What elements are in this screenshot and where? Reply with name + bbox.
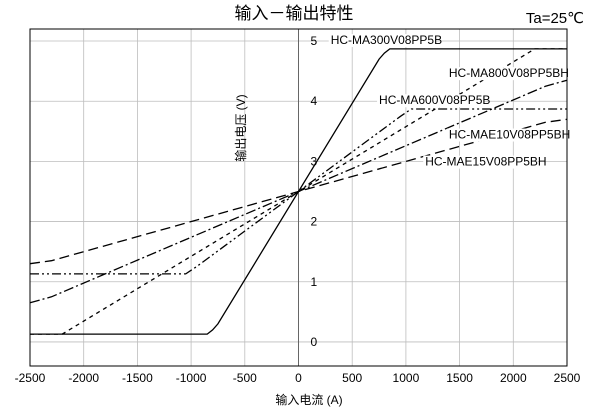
series-line [29, 118, 568, 265]
x-tick-label: 0 [295, 371, 302, 385]
series-label: HC-MA800V08PP5BH [449, 66, 569, 80]
series-label-bg [423, 155, 538, 169]
series-labels: HC-MA300V08PP5B HC-MA800V08PP5BH HC-MA600V… [328, 33, 570, 169]
y-tick-label: 4 [311, 94, 318, 108]
y-axis-label: 输出电压 (V) [233, 94, 248, 161]
x-tick-label: 2500 [554, 371, 581, 385]
y-tick-label: 0 [311, 335, 318, 349]
y-tick-labels: 0 1 2 3 4 5 [311, 34, 318, 349]
series-label: HC-MAE15V08PP5BH [425, 155, 546, 169]
series-label-bg [328, 34, 437, 48]
chart-title: 输入－输出特性 [235, 4, 354, 23]
x-tick-labels: -2500 -2000 -1500 -1000 -500 0 500 1000 1500 2000… [15, 371, 581, 385]
x-tick-label: -1500 [122, 371, 153, 385]
x-tick-label: 2000 [500, 371, 527, 385]
x-tick-label: -2000 [68, 371, 99, 385]
plot-frame [29, 28, 568, 367]
series-label: HC-MA600V08PP5B [379, 93, 490, 107]
y-tick-label: 2 [311, 215, 318, 229]
x-tick-label: 1500 [446, 371, 473, 385]
series-lines [29, 48, 568, 335]
series-label-bg [446, 128, 562, 142]
temperature-condition: Ta=25℃ [526, 10, 584, 27]
x-tick-label: 1000 [393, 371, 420, 385]
x-tick-label: -1000 [176, 371, 207, 385]
series-line [30, 48, 567, 335]
x-tick-label: 500 [342, 371, 362, 385]
y-tick-label: 1 [311, 275, 318, 289]
x-tick-label: -500 [233, 371, 257, 385]
y-tick-label: 5 [311, 34, 318, 48]
series-label: HC-MAE10V08PP5BH [449, 128, 570, 142]
series-label: HC-MA300V08PP5B [331, 33, 442, 47]
x-tick-label: -2500 [15, 371, 46, 385]
y-tick-label: 3 [311, 154, 318, 168]
series-label-bg [446, 67, 562, 81]
series-label-bg [377, 94, 485, 108]
x-axis-label: 输入电流 (A) [275, 392, 342, 407]
